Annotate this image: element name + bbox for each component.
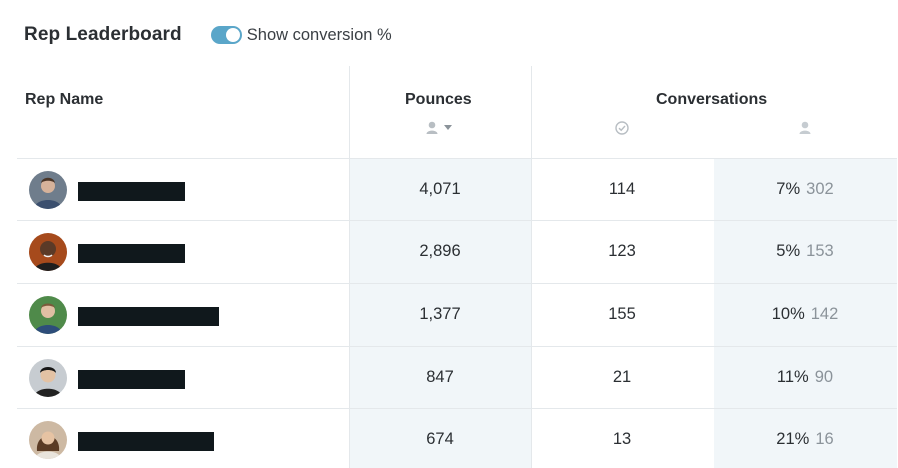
toggle-knob xyxy=(225,28,240,42)
row-divider xyxy=(17,408,897,409)
conversion-count: 90 xyxy=(814,368,834,386)
pounces-sort-icon[interactable] xyxy=(425,120,457,136)
avatar xyxy=(29,296,67,334)
conversion-count: 302 xyxy=(806,180,834,198)
conversations-value: 21 xyxy=(612,368,632,386)
conversion-value: 21% 16 xyxy=(714,430,896,449)
page-title: Rep Leaderboard xyxy=(24,24,182,45)
leaderboard-table: Rep Name Pounces Conversations 4,071 114… xyxy=(17,66,897,468)
conversion-percent: 21% xyxy=(776,430,810,448)
redacted-rep-name xyxy=(78,432,214,451)
pounces-value: 2,896 xyxy=(419,242,461,260)
toggle-switch[interactable] xyxy=(210,26,242,44)
leaderboard-header: Rep Leaderboard Show conversion % xyxy=(24,18,392,52)
conversion-count: 153 xyxy=(806,242,834,260)
redacted-rep-name xyxy=(78,244,185,263)
redacted-rep-name xyxy=(78,182,185,201)
table-row[interactable]: 847 21 11% 90 xyxy=(17,347,897,409)
pounces-column-shade xyxy=(350,159,531,468)
pounces-value: 674 xyxy=(426,430,454,448)
show-conversion-toggle[interactable]: Show conversion % xyxy=(210,25,392,45)
conversion-value: 7% 302 xyxy=(714,180,896,199)
conversion-percent: 7% xyxy=(776,180,801,198)
redacted-rep-name xyxy=(78,307,219,326)
column-header-conversations[interactable]: Conversations xyxy=(656,91,768,108)
conversations-value: 123 xyxy=(608,242,636,260)
avatar xyxy=(29,359,67,397)
check-circle-icon[interactable] xyxy=(614,120,630,136)
table-row[interactable]: 674 13 21% 16 xyxy=(17,409,897,468)
column-divider xyxy=(531,66,532,468)
conversations-value: 114 xyxy=(608,180,636,198)
row-divider xyxy=(17,283,897,284)
redacted-rep-name xyxy=(78,370,185,389)
table-row[interactable]: 4,071 114 7% 302 xyxy=(17,159,897,221)
pounces-value: 847 xyxy=(426,368,454,386)
header-divider xyxy=(17,158,897,159)
conversion-value: 11% 90 xyxy=(714,368,896,387)
conversion-value: 5% 153 xyxy=(714,242,896,261)
conversions-column-shade xyxy=(714,159,897,468)
row-divider xyxy=(17,346,897,347)
table-row[interactable]: 1,377 155 10% 142 xyxy=(17,284,897,346)
conversion-percent: 5% xyxy=(776,242,801,260)
pounces-value: 1,377 xyxy=(419,305,461,323)
row-divider xyxy=(17,220,897,221)
conversion-percent: 11% xyxy=(776,368,809,386)
pounces-value: 4,071 xyxy=(419,180,461,198)
column-divider xyxy=(349,66,350,468)
column-header-rep-name[interactable]: Rep Name xyxy=(25,91,104,108)
conversion-value: 10% 142 xyxy=(714,305,896,324)
person-icon[interactable] xyxy=(797,120,813,136)
conversion-count: 142 xyxy=(810,305,839,323)
avatar xyxy=(29,233,67,271)
table-row[interactable]: 2,896 123 5% 153 xyxy=(17,221,897,283)
conversion-count: 16 xyxy=(815,430,834,448)
conversations-value: 155 xyxy=(608,305,636,323)
toggle-label: Show conversion % xyxy=(246,25,392,44)
conversion-percent: 10% xyxy=(771,305,805,323)
avatar xyxy=(29,171,67,209)
avatar xyxy=(29,421,67,459)
conversations-value: 13 xyxy=(612,430,632,448)
column-header-pounces[interactable]: Pounces xyxy=(405,91,472,108)
